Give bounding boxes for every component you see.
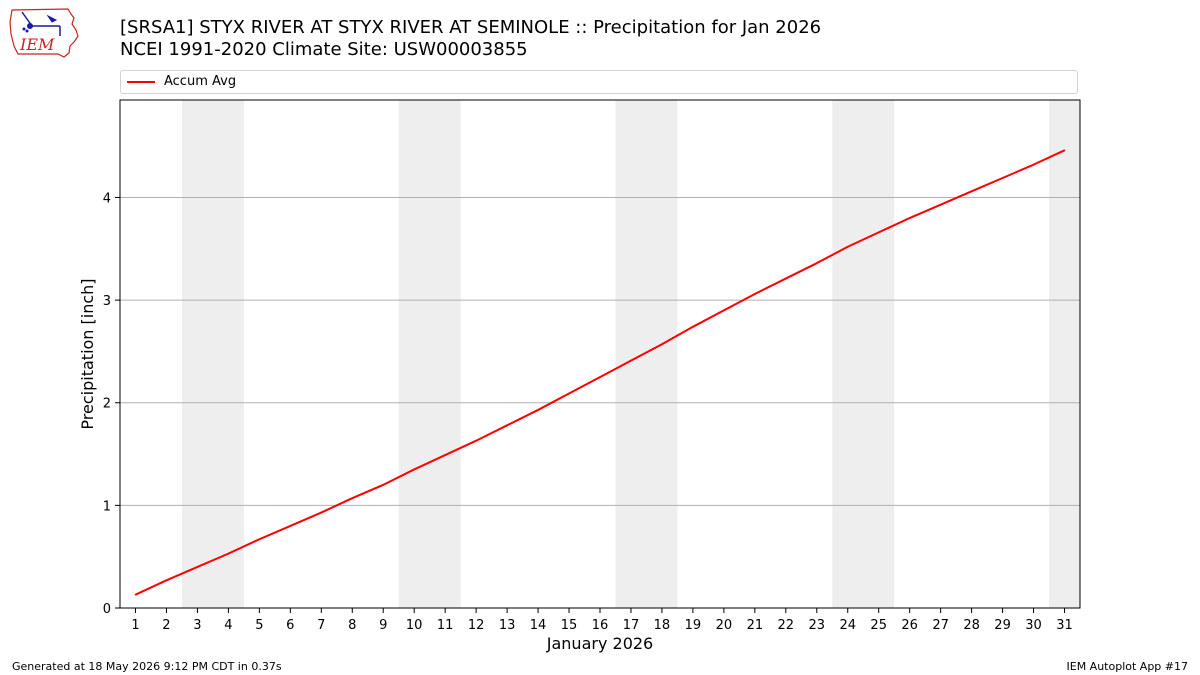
data-point-day-25 [877, 231, 880, 234]
x-tick-label-24: 24 [839, 618, 856, 633]
x-tick-label-31: 31 [1056, 618, 1073, 633]
data-point-day-17 [630, 359, 632, 362]
x-tick-label-23: 23 [809, 618, 826, 633]
data-point-day-7 [320, 511, 323, 514]
app-credit: IEM Autoplot App #17 [1066, 660, 1189, 673]
data-point-day-16 [599, 376, 601, 378]
x-tick-label-4: 4 [224, 618, 232, 633]
x-tick-label-12: 12 [468, 618, 485, 633]
weekend-band-0 [181, 100, 244, 608]
x-tick-label-11: 11 [437, 618, 454, 633]
data-point-day-15 [568, 392, 570, 395]
y-tick-label-1: 1 [103, 499, 111, 514]
x-tick-label-9: 9 [379, 618, 387, 633]
data-point-day-3 [196, 566, 199, 568]
y-tick-label-2: 2 [103, 397, 111, 412]
iem-logo: IEM [9, 8, 79, 58]
weekend-band-1 [398, 100, 461, 608]
x-axis-label: January 2026 [546, 634, 653, 653]
y-tick-label-4: 4 [103, 191, 111, 206]
weekend-band-4 [1049, 100, 1080, 608]
data-point-day-24 [846, 245, 849, 248]
data-point-day-6 [289, 525, 292, 527]
y-tick-label-0: 0 [103, 602, 111, 617]
data-point-day-4 [227, 552, 230, 555]
chart-subtitle: NCEI 1991-2020 Climate Site: USW00003855 [120, 39, 528, 60]
x-tick-label-3: 3 [193, 618, 201, 633]
data-point-day-13 [506, 424, 508, 427]
x-tick-label-27: 27 [932, 618, 949, 633]
x-tick-label-20: 20 [716, 618, 733, 633]
data-point-day-8 [351, 497, 354, 499]
y-tick-label-3: 3 [103, 294, 111, 309]
x-tick-label-26: 26 [901, 618, 918, 633]
data-point-day-31 [1063, 149, 1066, 152]
x-tick-label-21: 21 [747, 618, 764, 633]
legend-label: Accum Avg [164, 74, 237, 89]
weekend-band-2 [615, 100, 678, 608]
data-point-day-28 [970, 190, 973, 193]
x-tick-label-8: 8 [348, 618, 356, 633]
x-tick-label-10: 10 [406, 618, 423, 633]
weather-symbol-icon [21, 11, 61, 36]
data-point-day-10 [413, 468, 415, 471]
data-point-day-9 [382, 484, 385, 486]
y-axis-label: Precipitation [inch] [78, 278, 97, 429]
data-point-day-27 [939, 203, 942, 206]
data-point-day-2 [165, 579, 168, 582]
data-point-day-23 [815, 262, 818, 264]
data-point-day-11 [444, 454, 446, 456]
data-point-day-1 [134, 593, 137, 596]
weekend-band-3 [832, 100, 895, 608]
x-tick-label-1: 1 [131, 618, 139, 633]
x-tick-label-2: 2 [162, 618, 170, 633]
generated-timestamp: Generated at 18 May 2026 9:12 PM CDT in … [12, 660, 282, 673]
series-line-accum-avg [135, 149, 1065, 596]
x-tick-label-30: 30 [1025, 618, 1042, 633]
x-tick-label-22: 22 [778, 618, 795, 633]
iowa-outline [9, 8, 79, 58]
data-point-day-30 [1032, 163, 1035, 166]
chart-title: [SRSA1] STYX RIVER AT STYX RIVER AT SEMI… [120, 17, 822, 38]
x-tick-label-17: 17 [623, 618, 640, 633]
logo-text: IEM [19, 35, 55, 54]
data-point-day-12 [475, 439, 477, 442]
data-point-day-20 [723, 309, 725, 312]
plot-area [119, 99, 1081, 609]
x-tick-label-28: 28 [963, 618, 980, 633]
data-point-day-22 [785, 277, 787, 280]
legend-swatch [127, 81, 155, 83]
x-tick-label-29: 29 [994, 618, 1011, 633]
data-point-day-21 [754, 293, 756, 295]
x-tick-label-15: 15 [561, 618, 578, 633]
data-point-day-29 [1001, 177, 1004, 179]
x-tick-label-16: 16 [592, 618, 609, 633]
x-tick-label-25: 25 [870, 618, 887, 633]
data-point-day-18 [661, 343, 663, 346]
x-tick-label-14: 14 [530, 618, 547, 633]
legend: Accum Avg [120, 70, 1078, 94]
x-tick-label-7: 7 [317, 618, 325, 633]
data-point-day-14 [537, 409, 539, 411]
x-tick-label-6: 6 [286, 618, 294, 633]
x-tick-label-5: 5 [255, 618, 263, 633]
x-tick-label-18: 18 [654, 618, 671, 633]
data-point-day-19 [692, 326, 694, 328]
data-point-day-5 [258, 538, 261, 541]
x-tick-label-19: 19 [685, 618, 702, 633]
data-point-day-26 [908, 217, 911, 219]
x-tick-label-13: 13 [499, 618, 516, 633]
